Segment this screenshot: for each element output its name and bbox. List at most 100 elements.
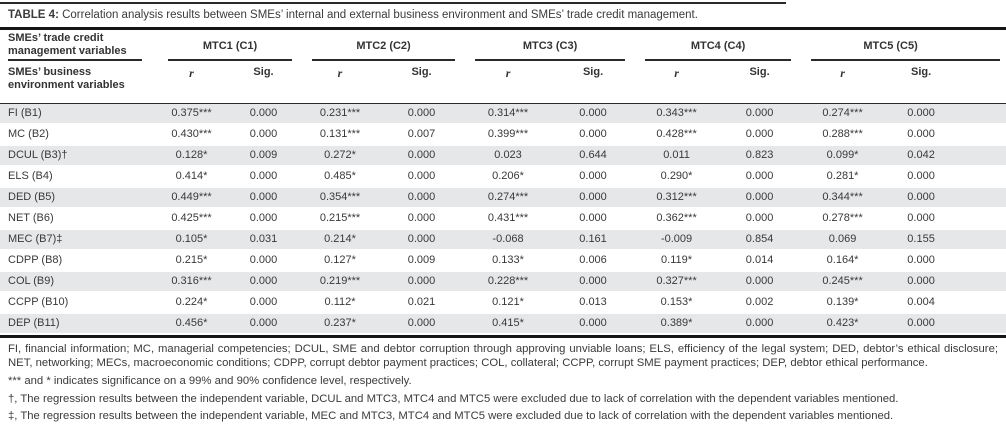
cell-sig-mtc4: 0.000 [718,103,802,125]
row-label: CDPP (B8) [0,250,158,272]
cell-r-mtc1: 0.449*** [158,187,225,209]
table-row: CDPP (B8) 0.215* 0.000 0.127* 0.009 0.133* 0.… [0,250,1006,272]
group-header-mtc2: MTC2 (C2) [302,30,465,61]
cell-r-mtc5: 0.274*** [801,103,885,125]
cell-r-mtc3: 0.133* [465,250,552,272]
cell-sig-mtc1: 0.000 [225,292,303,314]
cell-r-mtc2: 0.354*** [302,187,379,209]
cell-sig-mtc1: 0.000 [225,187,303,209]
footnote-dagger: †, The regression results between the in… [8,392,899,405]
header-business-environment-variables: SMEs’ business environment variables [0,61,158,104]
cell-r-mtc2: 0.131*** [302,124,379,146]
cell-r-mtc2: 0.112* [302,292,379,314]
cell-sig-mtc2: 0.021 [378,292,466,314]
cell-r-mtc3: 0.415* [465,313,552,335]
cell-sig-mtc4: 0.000 [718,187,802,209]
subheader-sig-mtc4: Sig. [718,61,802,104]
cell-r-mtc5: 0.423* [801,313,885,335]
cell-r-mtc1: 0.128* [158,145,225,167]
table-row: DED (B5) 0.449*** 0.000 0.354*** 0.000 0.274… [0,187,1006,209]
cell-sig-mtc1: 0.000 [225,313,303,335]
group-header-mtc3: MTC3 (C3) [465,30,635,61]
cell-sig-mtc5: 0.004 [884,292,1006,314]
cell-r-mtc5: 0.164* [801,250,885,272]
row-label: NET (B6) [0,208,158,230]
cell-r-mtc2: 0.214* [302,229,379,251]
row-label: DCUL (B3)† [0,145,158,167]
subheader-row: SMEs’ business environment variables r S… [0,61,1006,104]
group-header-mtc5: MTC5 (C5) [801,30,1006,61]
header-trade-credit-variables: SMEs’ trade credit management variables [0,30,158,61]
subheader-r-mtc5: r [801,61,885,104]
cell-sig-mtc2: 0.000 [378,271,466,293]
row-label: COL (B9) [0,271,158,293]
table-header: SMEs’ trade credit management variables … [0,30,1006,104]
cell-sig-mtc5: 0.000 [884,208,1006,230]
cell-sig-mtc4: 0.000 [718,271,802,293]
cell-sig-mtc4: 0.000 [718,124,802,146]
cell-sig-mtc3: 0.000 [551,166,636,188]
cell-sig-mtc4: 0.854 [718,229,802,251]
cell-sig-mtc5: 0.000 [884,166,1006,188]
cell-r-mtc5: 0.278*** [801,208,885,230]
cell-r-mtc1: 0.425*** [158,208,225,230]
group-header-mtc1: MTC1 (C1) [158,30,302,61]
cell-r-mtc2: 0.219*** [302,271,379,293]
cell-sig-mtc1: 0.009 [225,145,303,167]
subheader-r-mtc3: r [465,61,552,104]
cell-sig-mtc4: 0.002 [718,292,802,314]
cell-r-mtc3: 0.121* [465,292,552,314]
cell-r-mtc2: 0.127* [302,250,379,272]
cell-r-mtc2: 0.485* [302,166,379,188]
cell-sig-mtc3: 0.013 [551,292,636,314]
table-row: COL (B9) 0.316*** 0.000 0.219*** 0.000 0.228… [0,271,1006,293]
cell-r-mtc4: 0.153* [635,292,719,314]
table-4-figure: TABLE 4: Correlation analysis results be… [0,2,1006,424]
subheader-r-mtc1: r [158,61,225,104]
cell-sig-mtc1: 0.000 [225,124,303,146]
cell-sig-mtc3: 0.644 [551,145,636,167]
cell-sig-mtc1: 0.000 [225,208,303,230]
cell-sig-mtc5: 0.000 [884,124,1006,146]
table-title-label: TABLE 4: [8,9,59,21]
cell-r-mtc1: 0.430*** [158,124,225,146]
cell-r-mtc1: 0.316*** [158,271,225,293]
table-body: FI (B1) 0.375*** 0.000 0.231*** 0.000 0.314*… [0,103,1006,335]
table-row: MC (B2) 0.430*** 0.000 0.131*** 0.007 0.399*… [0,124,1006,146]
cell-r-mtc1: 0.224* [158,292,225,314]
cell-r-mtc2: 0.215*** [302,208,379,230]
cell-r-mtc3: 0.314*** [465,103,552,125]
cell-sig-mtc5: 0.042 [884,145,1006,167]
cell-sig-mtc5: 0.000 [884,187,1006,209]
row-label: ELS (B4) [0,166,158,188]
cell-r-mtc4: 0.312*** [635,187,719,209]
subheader-sig-mtc3: Sig. [551,61,636,104]
cell-r-mtc4: 0.362*** [635,208,719,230]
table-row: NET (B6) 0.425*** 0.000 0.215*** 0.000 0.431… [0,208,1006,230]
table-title-text: Correlation analysis results between SME… [62,9,698,21]
cell-sig-mtc2: 0.000 [378,229,466,251]
footnote-double-dagger: ‡, The regression results between the in… [8,410,894,422]
cell-sig-mtc2: 0.000 [378,187,466,209]
subheader-sig-mtc5: Sig. [884,61,1006,104]
cell-sig-mtc1: 0.000 [225,166,303,188]
cell-r-mtc3: 0.274*** [465,187,552,209]
cell-r-mtc3: 0.023 [465,145,552,167]
cell-sig-mtc3: 0.161 [551,229,636,251]
cell-r-mtc3: 0.399*** [465,124,552,146]
footnote-abbreviations: FI, financial information; MC, manageria… [8,343,998,369]
cell-r-mtc4: 0.428*** [635,124,719,146]
cell-r-mtc5: 0.245*** [801,271,885,293]
cell-r-mtc5: 0.281* [801,166,885,188]
cell-r-mtc4: 0.290* [635,166,719,188]
table-row: ELS (B4) 0.414* 0.000 0.485* 0.000 0.206* 0.0… [0,166,1006,188]
cell-r-mtc5: 0.288*** [801,124,885,146]
cell-sig-mtc5: 0.000 [884,313,1006,335]
cell-r-mtc1: 0.456* [158,313,225,335]
cell-sig-mtc1: 0.031 [225,229,303,251]
group-header-row: SMEs’ trade credit management variables … [0,30,1006,61]
cell-r-mtc4: 0.343*** [635,103,719,125]
bottom-rule [0,335,1006,338]
cell-r-mtc5: 0.344*** [801,187,885,209]
row-label: DED (B5) [0,187,158,209]
